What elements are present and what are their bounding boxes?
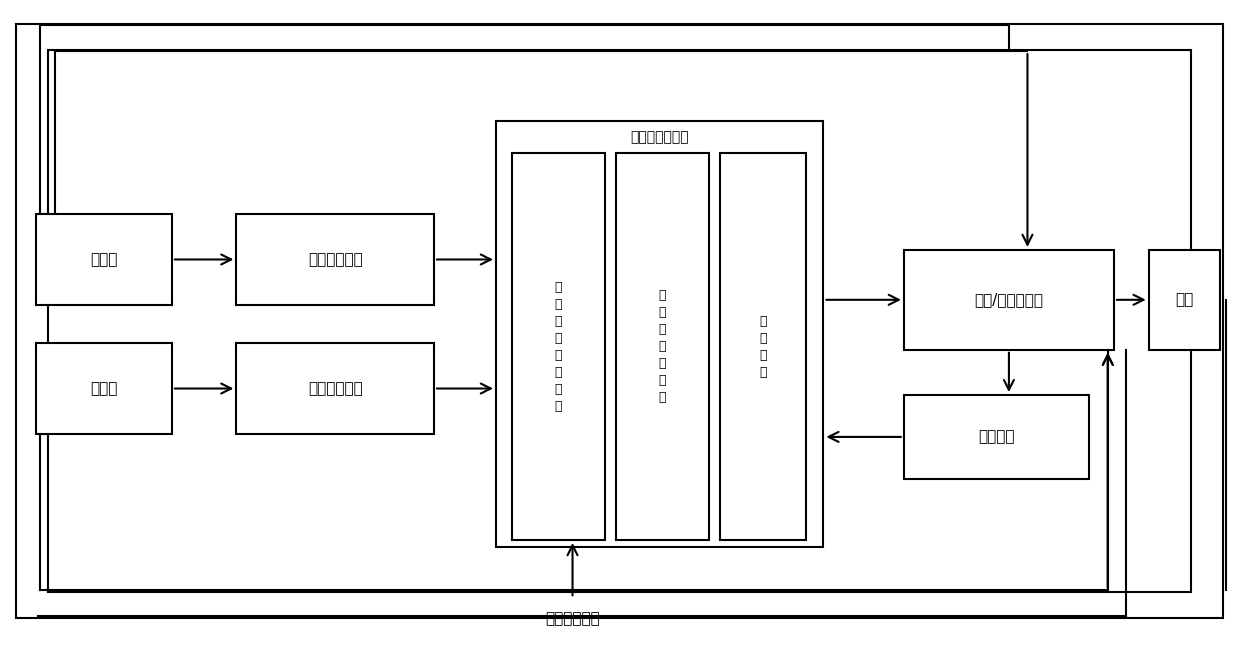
- Bar: [237, 214, 434, 305]
- Bar: [903, 395, 1089, 479]
- Text: 正三端稳压器: 正三端稳压器: [307, 252, 363, 267]
- Text: 差
动
电
容
检
测
器: 差 动 电 容 检 测 器: [658, 289, 665, 404]
- Bar: [48, 50, 1191, 592]
- Text: 负三端稳压器: 负三端稳压器: [307, 381, 363, 396]
- Text: 正电源: 正电源: [90, 252, 118, 267]
- Text: 反馈网络: 反馈网络: [979, 430, 1015, 445]
- Bar: [512, 153, 605, 540]
- Text: 基
准
三
角
波
发
生
器: 基 准 三 角 波 发 生 器: [555, 281, 563, 413]
- Bar: [1149, 249, 1220, 350]
- Text: 积
分
网
络: 积 分 网 络: [760, 314, 767, 378]
- Text: 负电源: 负电源: [90, 381, 118, 396]
- Bar: [720, 153, 807, 540]
- Bar: [36, 343, 172, 434]
- Text: 电容电压转换器: 电容电压转换器: [631, 130, 689, 144]
- Bar: [616, 153, 709, 540]
- Text: 输出: 输出: [1176, 292, 1193, 307]
- Bar: [903, 249, 1114, 350]
- Bar: [36, 214, 172, 305]
- Text: 跨导/补偿放大器: 跨导/补偿放大器: [974, 292, 1043, 307]
- Text: 差动电容信号: 差动电容信号: [545, 611, 600, 626]
- Bar: [237, 343, 434, 434]
- Bar: [496, 121, 824, 547]
